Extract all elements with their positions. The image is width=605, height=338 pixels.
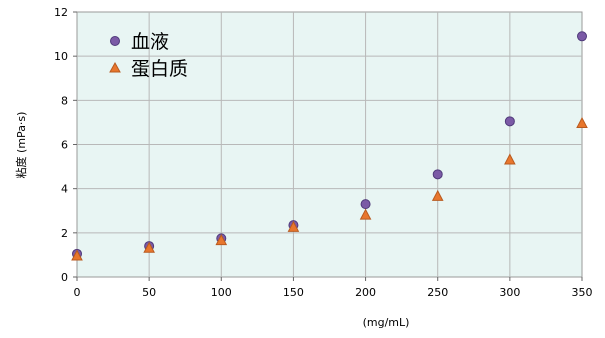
legend-label-protein: 蛋白质 [131, 58, 188, 80]
point-protein [576, 116, 588, 129]
legend-label-blood: 血液 [131, 31, 169, 53]
x-tick-label: 100 [211, 286, 232, 299]
y-tick-label: 10 [54, 50, 68, 63]
point-protein [143, 241, 155, 253]
x-axis-label: (mg/mL) [363, 316, 410, 329]
x-tick-label: 200 [355, 286, 376, 299]
y-tick-label: 6 [61, 139, 68, 152]
y-tick-label: 4 [61, 183, 68, 196]
y-tick-label: 2 [61, 227, 68, 240]
x-tick-label: 350 [572, 286, 593, 299]
point-blood [360, 199, 371, 210]
gridlines [77, 12, 582, 277]
point-blood [504, 116, 515, 127]
y-tick-label: 0 [61, 271, 68, 284]
y-tick-label: 12 [54, 6, 68, 19]
y-axis-ticks: 0 2 4 6 8 10 12 [54, 6, 77, 284]
y-axis-label: 粘度 (mPa·s) [14, 112, 28, 179]
point-protein [287, 220, 300, 232]
x-tick-label: 300 [499, 286, 520, 299]
point-protein [504, 153, 516, 165]
data-series [71, 31, 588, 261]
x-tick-label: 50 [142, 286, 156, 299]
x-tick-label: 250 [427, 286, 448, 299]
x-tick-label: 150 [283, 286, 304, 299]
y-tick-label: 8 [61, 94, 68, 107]
x-tick-label: 0 [74, 286, 81, 299]
point-protein [359, 208, 372, 220]
legend-marker-protein [109, 61, 121, 73]
legend: 血液 蛋白质 [109, 31, 188, 80]
point-protein [431, 189, 444, 201]
point-blood [432, 169, 443, 180]
point-blood [577, 31, 587, 42]
legend-marker-blood [110, 36, 120, 46]
point-protein [215, 233, 228, 246]
x-axis-ticks: 0 50 100 150 200 250 300 350 [74, 277, 593, 299]
series-protein [71, 116, 588, 261]
point-protein [71, 249, 83, 261]
